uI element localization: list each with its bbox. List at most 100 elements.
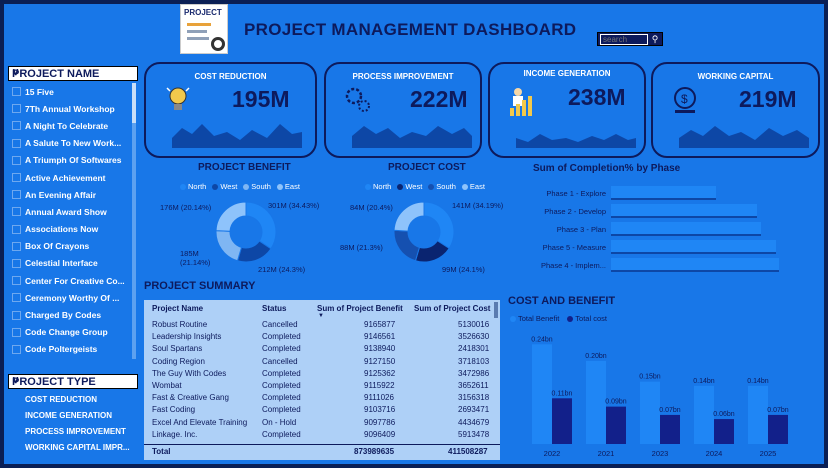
benefit-bar-2023[interactable]: [640, 381, 660, 444]
checkbox[interactable]: [12, 276, 21, 286]
table-row[interactable]: The Guy With Codes Completed 9125362 347298…: [144, 368, 500, 380]
slicer-item[interactable]: 7Th Annual Workshop: [8, 100, 138, 117]
column-header[interactable]: Sum of Project Cost: [414, 304, 491, 313]
checkbox[interactable]: [12, 410, 21, 420]
kpi-card-cost-reduction[interactable]: COST REDUCTION 195M: [144, 62, 317, 158]
phase-bar[interactable]: [611, 240, 776, 254]
checkbox[interactable]: [12, 344, 21, 354]
project-type-slicer-header[interactable]: PROJECT TYPE ∨: [8, 374, 138, 389]
table-row[interactable]: Excel And Elevate Training On - Hold 90977…: [144, 417, 500, 429]
kpi-card-working-capital[interactable]: WORKING CAPITAL $ 219M: [651, 62, 820, 158]
table-row[interactable]: Wombat Completed 9115922 3652611: [144, 380, 500, 392]
slicer-item[interactable]: Code Change Group: [8, 324, 138, 341]
cost-benefit-bar-chart[interactable]: 0.24bn 0.11bn 2022 0.20bn 0.09bn 2021 0.15bn 0.…: [506, 326, 816, 462]
slicer-item[interactable]: Associations Now: [8, 221, 138, 238]
table-row[interactable]: Leadership Insights Completed 9146561 35266…: [144, 331, 500, 343]
cost-bar-2022[interactable]: [552, 398, 572, 444]
checkbox[interactable]: [12, 121, 21, 131]
checkbox[interactable]: [12, 224, 21, 234]
checkbox[interactable]: [12, 310, 21, 320]
table-row[interactable]: Linkage. Inc. Completed 9096409 5913478: [144, 429, 500, 441]
slicer-item[interactable]: A Night To Celebrate: [8, 117, 138, 134]
checkbox[interactable]: [12, 327, 21, 337]
slicer-item[interactable]: INCOME GENERATION: [8, 407, 138, 423]
cost-bar-2024[interactable]: [714, 419, 734, 444]
checkbox[interactable]: [12, 155, 21, 165]
column-header[interactable]: Status: [262, 304, 287, 313]
slicer-item[interactable]: An Evening Affair: [8, 186, 138, 203]
cost-bar-2021[interactable]: [606, 406, 626, 444]
benefit-bar-2025[interactable]: [748, 385, 768, 444]
slicer-item[interactable]: Annual Award Show: [8, 203, 138, 220]
slicer-item[interactable]: WORKING CAPITAL IMPR...: [8, 439, 138, 455]
slicer-item[interactable]: PROCESS IMPROVEMENT: [8, 423, 138, 439]
table-row[interactable]: Soul Spartans Completed 9138940 2418301: [144, 343, 500, 355]
sort-arrow-icon[interactable]: ▼: [318, 313, 324, 319]
checkbox[interactable]: [12, 426, 21, 436]
checkbox[interactable]: [12, 190, 21, 200]
donut-label: 84M (20.4%): [350, 203, 393, 212]
slicer-item[interactable]: Active Achievement: [8, 169, 138, 186]
table-row[interactable]: Fast & Creative Gang Completed 9111026 3156…: [144, 392, 500, 404]
slicer-scroll-thumb[interactable]: [132, 83, 136, 123]
slicer-item[interactable]: COST REDUCTION: [8, 391, 138, 407]
checkbox[interactable]: [12, 241, 21, 251]
donut-label: 141M (34.19%): [452, 201, 504, 210]
phase-label: Phase 3 - Plan: [556, 225, 606, 234]
slicer-scrollbar[interactable]: [132, 83, 136, 359]
table-row[interactable]: Coding Region Cancelled 9127150 3718103: [144, 356, 500, 368]
benefit-bar-2021[interactable]: [586, 360, 606, 444]
cost-bar-2023[interactable]: [660, 414, 680, 444]
checkbox[interactable]: [12, 87, 21, 97]
phase-bar[interactable]: [611, 186, 717, 200]
search-icon[interactable]: ⚲: [651, 34, 659, 44]
chevron-down-icon[interactable]: ∨: [12, 67, 20, 78]
checkbox[interactable]: [12, 138, 21, 148]
checkbox[interactable]: [12, 173, 21, 183]
phase-bar-chart[interactable]: Phase 1 - Explore Phase 2 - Develop Phase …: [500, 186, 820, 282]
checkbox[interactable]: [12, 258, 21, 268]
column-header[interactable]: Project Name: [152, 304, 204, 313]
slicer-item[interactable]: 15 Five: [8, 83, 138, 100]
slicer-item[interactable]: A Triumph Of Softwares: [8, 152, 138, 169]
table-cell: Leadership Insights: [152, 332, 222, 342]
column-header[interactable]: Sum of Project Benefit: [317, 304, 403, 313]
kpi-sparkline: [352, 126, 472, 148]
table-row[interactable]: Robust Routine Cancelled 9165877 5130016: [144, 319, 500, 331]
cost-donut-chart[interactable]: [392, 200, 456, 264]
table-scrollbar[interactable]: [494, 302, 498, 318]
phase-bar[interactable]: [611, 222, 761, 236]
kpi-card-process-improvement[interactable]: PROCESS IMPROVEMENT 222M: [324, 62, 482, 158]
slicer-item[interactable]: Code Poltergeists: [8, 341, 138, 358]
slicer-item[interactable]: Center For Creative Co...: [8, 272, 138, 289]
phase-bar[interactable]: [611, 204, 758, 218]
slicer-item[interactable]: Celestial Interface: [8, 255, 138, 272]
search-box[interactable]: ⚲: [597, 32, 663, 46]
slicer-item[interactable]: Charged By Codes: [8, 306, 138, 323]
slicer-item[interactable]: Ceremony Worthy Of ...: [8, 289, 138, 306]
checkbox[interactable]: [12, 207, 21, 217]
kpi-card-income-generation[interactable]: INCOME GENERATION 238M: [488, 62, 646, 158]
search-input[interactable]: [600, 34, 648, 45]
table-row[interactable]: Fast Coding Completed 9103716 2693471: [144, 404, 500, 416]
checkbox[interactable]: [12, 394, 21, 404]
phase-bar[interactable]: [611, 258, 780, 272]
slicer-item[interactable]: A Salute To New Work...: [8, 135, 138, 152]
project-summary-table[interactable]: Project Name Status Sum of Project Benef…: [144, 300, 500, 460]
benefit-bar-2024[interactable]: [694, 385, 714, 444]
donut-slice-south[interactable]: [215, 230, 243, 262]
slicer-item[interactable]: Box Of Crayons: [8, 238, 138, 255]
chevron-down-icon[interactable]: ∨: [12, 375, 20, 386]
legend-label: East: [469, 182, 485, 191]
donut-slice-east[interactable]: [393, 201, 425, 232]
donut-slice-south[interactable]: [393, 229, 421, 262]
benefit-bar-2022[interactable]: [532, 344, 552, 444]
project-name-slicer-header[interactable]: PROJECT NAME ∨: [8, 66, 138, 81]
cost-bar-2025[interactable]: [768, 414, 788, 444]
checkbox[interactable]: [12, 104, 21, 114]
table-cell: 5913478: [458, 429, 490, 439]
checkbox[interactable]: [12, 442, 21, 452]
checkbox[interactable]: [12, 293, 21, 303]
benefit-donut-chart[interactable]: [214, 200, 278, 264]
donut-slice-east[interactable]: [215, 201, 247, 232]
